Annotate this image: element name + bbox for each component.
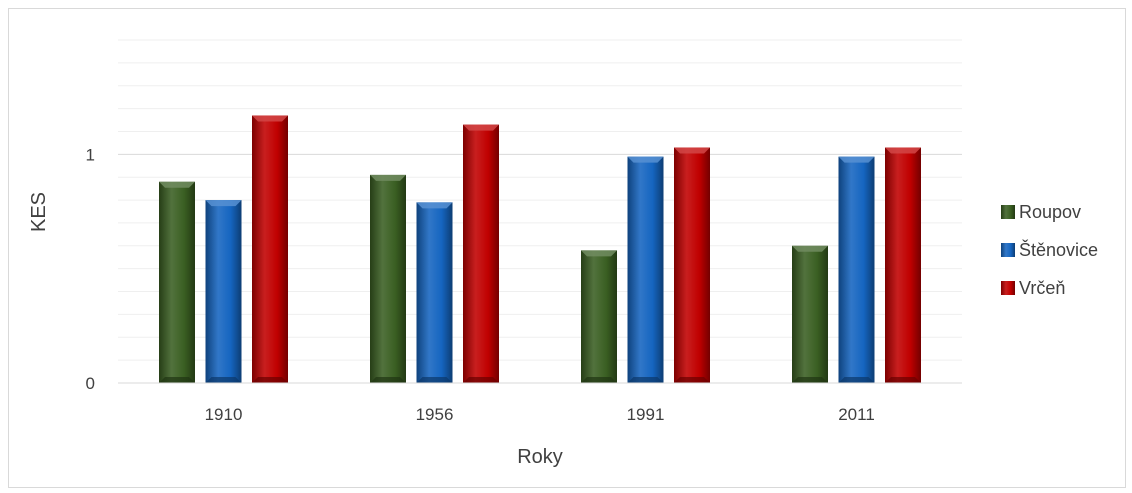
gridlines bbox=[118, 39, 962, 361]
y-tick-label: 1 bbox=[86, 145, 95, 164]
bar-top-bevel bbox=[885, 147, 921, 154]
bar-bottom-bevel bbox=[205, 377, 242, 383]
bar-top-bevel bbox=[370, 174, 406, 181]
x-tick-label: 2011 bbox=[838, 405, 875, 424]
bar-štěnovice-1956 bbox=[416, 202, 453, 383]
bar-štěnovice-2011 bbox=[838, 156, 875, 383]
bar-štěnovice-1910 bbox=[205, 200, 242, 383]
bar-roupov-1956 bbox=[370, 174, 406, 383]
bar-top-bevel bbox=[792, 245, 828, 252]
legend-label: Roupov bbox=[1019, 202, 1081, 222]
bar-roupov-1910 bbox=[159, 181, 195, 383]
bar-top-bevel bbox=[205, 200, 242, 207]
legend-label: Vrčeň bbox=[1019, 278, 1065, 298]
bar-vrčeň-2011 bbox=[885, 147, 921, 383]
x-tick-label: 1991 bbox=[627, 405, 665, 424]
bar-top-bevel bbox=[463, 124, 499, 131]
bar-top-bevel bbox=[416, 202, 453, 209]
x-axis-title: Roky bbox=[517, 446, 563, 468]
bar-roupov-1991 bbox=[581, 250, 617, 383]
legend-swatch-štěnovice bbox=[1001, 243, 1015, 257]
legend-swatch-vrčeň bbox=[1001, 281, 1015, 295]
bar-top-bevel bbox=[581, 250, 617, 257]
bar-vrčeň-1991 bbox=[674, 147, 710, 383]
legend-swatch-roupov bbox=[1001, 205, 1015, 219]
bar-top-bevel bbox=[159, 181, 195, 188]
bar-top-bevel bbox=[252, 115, 288, 122]
bar-vrčeň-1910 bbox=[252, 115, 288, 384]
y-tick-labels: 01 bbox=[86, 145, 95, 393]
bar-bottom-bevel bbox=[674, 377, 710, 383]
bars bbox=[159, 115, 921, 384]
bar-top-bevel bbox=[838, 156, 875, 163]
legend: Roupov Štěnovice Vrčeň bbox=[1001, 202, 1098, 298]
x-tick-label: 1956 bbox=[416, 405, 454, 424]
bar-bottom-bevel bbox=[252, 377, 288, 383]
bar-bottom-bevel bbox=[159, 377, 195, 383]
bar-top-bevel bbox=[674, 147, 710, 154]
bar-top-bevel bbox=[627, 156, 664, 163]
x-tick-labels: 1910 1956 1991 2011 bbox=[205, 405, 875, 424]
bar-bottom-bevel bbox=[627, 377, 664, 383]
bar-štěnovice-1991 bbox=[627, 156, 664, 383]
bar-bottom-bevel bbox=[416, 377, 453, 383]
y-axis-title: KES bbox=[28, 192, 50, 232]
y-tick-label: 0 bbox=[86, 374, 95, 393]
legend-label: Štěnovice bbox=[1019, 239, 1098, 260]
bar-bottom-bevel bbox=[838, 377, 875, 383]
bar-bottom-bevel bbox=[463, 377, 499, 383]
bar-vrčeň-1956 bbox=[463, 124, 499, 384]
bar-bottom-bevel bbox=[792, 377, 828, 383]
bar-bottom-bevel bbox=[581, 377, 617, 383]
bar-bottom-bevel bbox=[885, 377, 921, 383]
bar-roupov-2011 bbox=[792, 245, 828, 383]
bar-bottom-bevel bbox=[370, 377, 406, 383]
x-tick-label: 1910 bbox=[205, 405, 243, 424]
